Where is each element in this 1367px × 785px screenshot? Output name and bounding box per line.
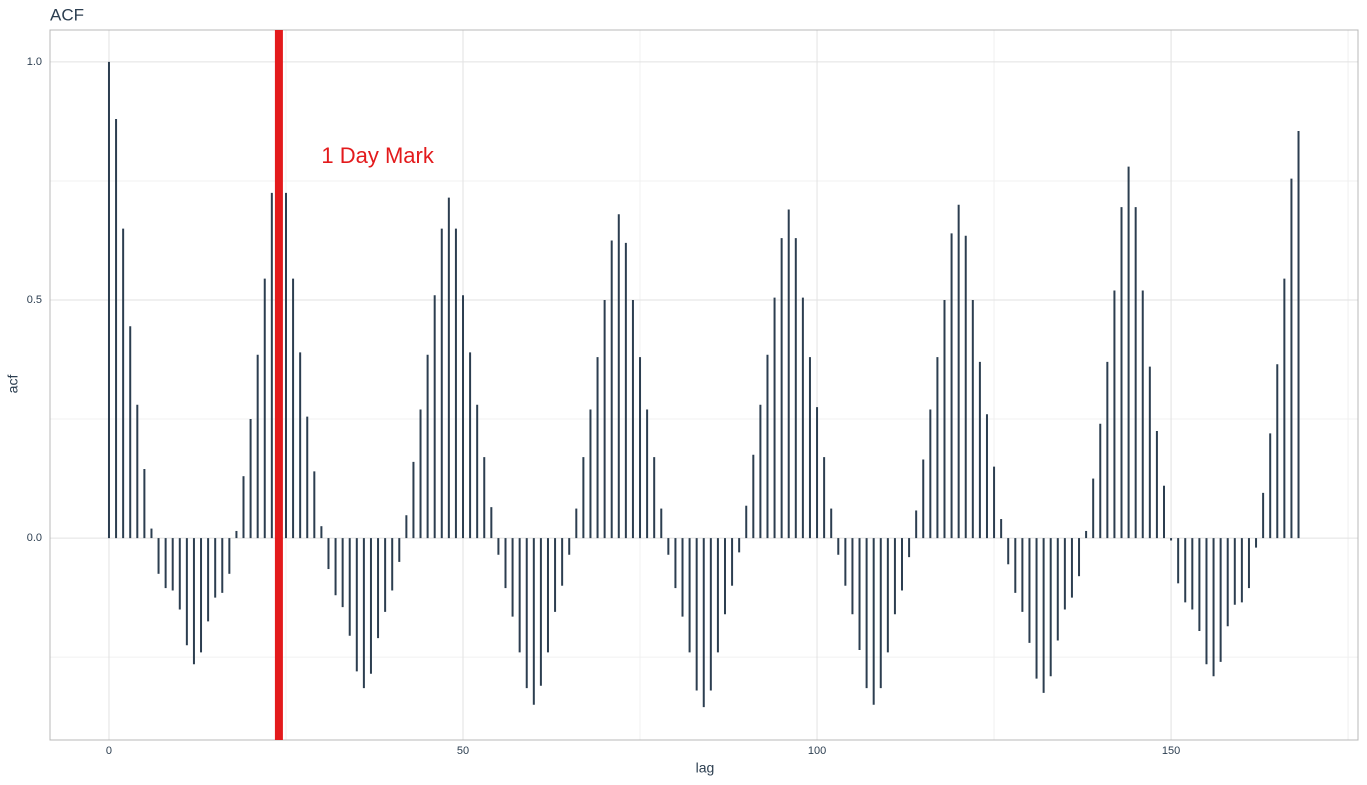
- y-tick-label: 0.5: [27, 294, 42, 306]
- y-tick-label: 1.0: [27, 56, 42, 68]
- x-axis-title: lag: [696, 760, 715, 776]
- chart-title: ACF: [50, 5, 84, 24]
- y-tick-label: 0.0: [27, 532, 42, 544]
- y-axis-title: acf: [5, 375, 21, 394]
- plot-border: [49, 29, 1359, 741]
- x-tick-label: 150: [1162, 745, 1180, 757]
- x-tick-label: 100: [808, 745, 826, 757]
- annotation: 1 Day Mark: [321, 143, 434, 168]
- x-tick-label: 50: [457, 745, 469, 757]
- x-tick-label: 0: [106, 745, 112, 757]
